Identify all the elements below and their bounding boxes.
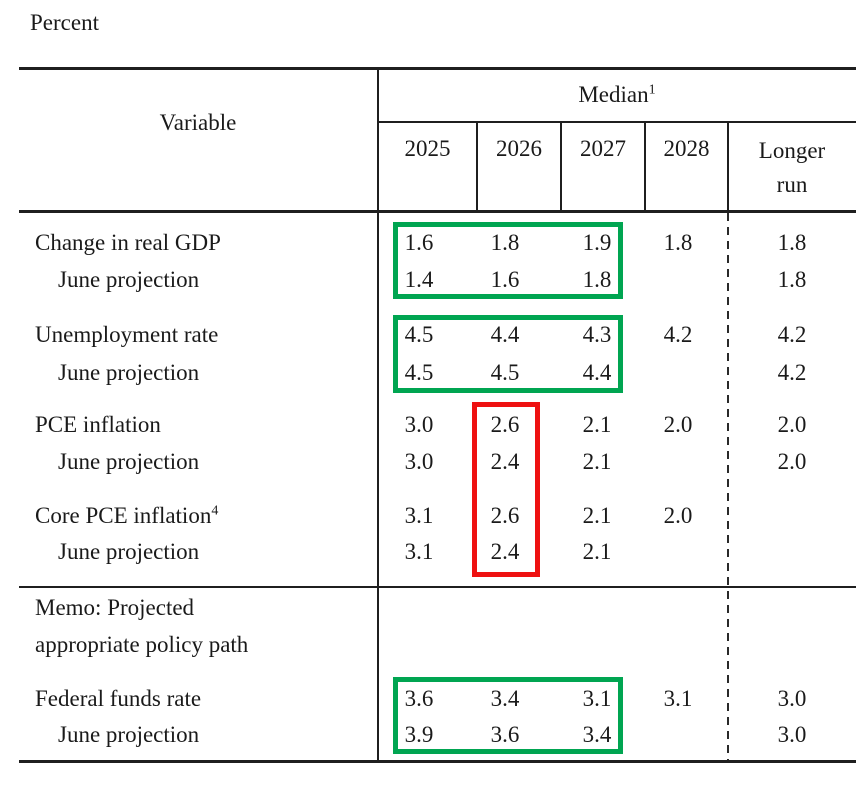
cell-2026: 3.4: [490, 686, 520, 711]
col-header-median: Median1: [378, 80, 856, 110]
variable-column-divider: [377, 67, 379, 762]
row-label: June projection: [58, 267, 200, 292]
cell-2027: 3.1: [582, 686, 612, 711]
cell-2027: 1.9: [582, 230, 612, 255]
cell-2025: 3.1: [404, 503, 434, 528]
highlight-box-unemployment: [393, 315, 623, 393]
row-label: June projection: [58, 539, 200, 564]
cell-2026: 4.4: [490, 322, 520, 347]
cell-2027: 2.1: [582, 539, 612, 564]
cell-2025: 3.1: [404, 539, 434, 564]
row-label-sup: 4: [211, 503, 219, 519]
row-label: June projection: [58, 722, 200, 747]
median-label: Median: [578, 82, 649, 107]
cell-2027: 2.1: [582, 449, 612, 474]
year-divider-2027-2028: [644, 121, 646, 212]
row-label: PCE inflation: [35, 412, 161, 437]
cell-longer-run: 3.0: [777, 686, 807, 711]
cell-2026: 2.6: [490, 503, 520, 528]
row-label: Core PCE inflation4: [35, 503, 219, 528]
longer-run-divider-header: [727, 121, 729, 212]
col-header-variable: Variable: [159, 110, 237, 135]
memo-line1: Memo: Projected: [35, 595, 195, 620]
col-header-2025: 2025: [404, 136, 451, 161]
cell-longer-run: 3.0: [777, 722, 807, 747]
col-header-2028: 2028: [663, 136, 710, 161]
cell-2027: 2.1: [582, 412, 612, 437]
col-header-longer-run: Longer run: [728, 134, 856, 202]
cell-2027: 2.1: [582, 503, 612, 528]
cell-2026: 2.4: [490, 449, 520, 474]
cell-2025: 3.9: [404, 722, 434, 747]
year-divider-2025-2026: [476, 121, 478, 212]
table-row-pce-inflation-june: June projection 3.0 2.4 2.1 2.0: [0, 443, 856, 480]
cell-2025: 4.5: [404, 322, 434, 347]
highlight-box-pce-2026: [472, 402, 540, 577]
cell-2027: 4.4: [582, 360, 612, 385]
longer-run-line1: Longer: [758, 138, 826, 163]
cell-2026: 1.8: [490, 230, 520, 255]
row-label: Federal funds rate: [35, 686, 202, 711]
cell-2028: 4.2: [663, 322, 693, 347]
cell-longer-run: 4.2: [777, 360, 807, 385]
cell-2027: 3.4: [582, 722, 612, 747]
cell-2025: 3.0: [404, 412, 434, 437]
col-header-2027: 2027: [580, 136, 626, 161]
cell-2025: 1.4: [404, 267, 434, 292]
table-row-core-pce-inflation: Core PCE inflation4 3.1 2.6 2.1 2.0: [0, 497, 856, 534]
cell-2026: 2.4: [490, 539, 520, 564]
cell-longer-run: 1.8: [777, 267, 807, 292]
cell-2026: 2.6: [490, 412, 520, 437]
cell-2026: 4.5: [490, 360, 520, 385]
cell-2028: 2.0: [663, 503, 693, 528]
row-label: June projection: [58, 360, 200, 385]
year-divider-2026-2027: [560, 121, 562, 212]
row-label: Change in real GDP: [35, 230, 221, 255]
cell-longer-run: 1.8: [777, 230, 807, 255]
cell-2028: 3.1: [663, 686, 693, 711]
cell-2025: 3.0: [404, 449, 434, 474]
cell-2026: 1.6: [490, 267, 520, 292]
cell-2027: 1.8: [582, 267, 612, 292]
row-label: Unemployment rate: [35, 322, 219, 347]
longer-run-dashed-divider: [727, 213, 729, 760]
table-row-core-pce-inflation-june: June projection 3.1 2.4 2.1: [0, 533, 856, 570]
row-label: June projection: [58, 449, 200, 474]
cell-2026: 3.6: [490, 722, 520, 747]
longer-run-line2: run: [776, 172, 808, 197]
table-row-pce-inflation: PCE inflation 3.0 2.6 2.1 2.0 2.0: [0, 406, 856, 443]
median-footnote-sup: 1: [648, 82, 656, 98]
cell-longer-run: 2.0: [777, 449, 807, 474]
cell-2025: 4.5: [404, 360, 434, 385]
memo-separator: [19, 586, 856, 588]
highlight-box-federal-funds: [393, 677, 623, 754]
col-header-2026: 2026: [496, 136, 542, 161]
table-row-unemployment: Unemployment rate 4.5 4.4 4.3 4.2 4.2: [0, 316, 856, 353]
memo-label: Memo: Projected appropriate policy path: [35, 589, 248, 663]
median-underline: [378, 121, 856, 123]
table-bottom-border: [19, 760, 856, 763]
cell-longer-run: 4.2: [777, 322, 807, 347]
cell-longer-run: 2.0: [777, 412, 807, 437]
cell-2025: 1.6: [404, 230, 434, 255]
table-top-border: [19, 67, 856, 70]
memo-line2: appropriate policy path: [35, 632, 249, 657]
table-row-unemployment-june: June projection 4.5 4.5 4.4 4.2: [0, 354, 856, 391]
unit-label: Percent: [30, 10, 99, 35]
table-row-gdp: Change in real GDP 1.6 1.8 1.9 1.8 1.8: [0, 224, 856, 261]
header-bottom-border: [19, 210, 856, 213]
cell-2028: 1.8: [663, 230, 693, 255]
table-row-federal-funds-rate: Federal funds rate 3.6 3.4 3.1 3.1 3.0: [0, 680, 856, 717]
cell-2028: 2.0: [663, 412, 693, 437]
cell-2025: 3.6: [404, 686, 434, 711]
table-row-gdp-june: June projection 1.4 1.6 1.8 1.8: [0, 261, 856, 298]
table-row-federal-funds-rate-june: June projection 3.9 3.6 3.4 3.0: [0, 716, 856, 753]
highlight-box-gdp: [393, 222, 623, 299]
cell-2027: 4.3: [582, 322, 612, 347]
